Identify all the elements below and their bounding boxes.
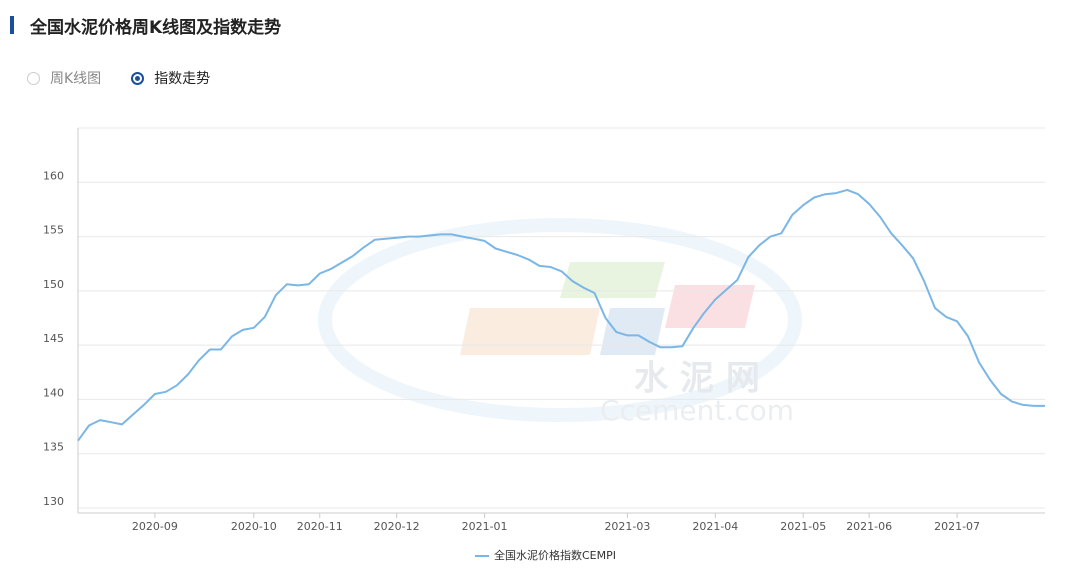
radio-button[interactable] <box>27 71 40 85</box>
header-accent <box>10 16 14 34</box>
y-tick-label: 140 <box>43 386 64 399</box>
tab-label[interactable]: 指数走势 <box>154 71 211 87</box>
radio-tab[interactable]: 指数走势 <box>131 68 210 88</box>
legend-label: 全国水泥价格指数CEMPI <box>494 548 616 562</box>
y-tick-label: 135 <box>43 441 64 454</box>
x-tick-label: 2021-04 <box>692 520 738 533</box>
tab-label[interactable]: 周K线图 <box>50 71 102 87</box>
watermark-name: 水 泥 网 <box>634 359 760 399</box>
x-tick-label: 2021-03 <box>604 520 650 533</box>
tab-group: 周K线图 指数走势 <box>27 68 210 88</box>
radio-tab[interactable]: 周K线图 <box>27 68 101 88</box>
x-tick-label: 2020-12 <box>374 520 420 533</box>
x-tick-label: 2021-06 <box>846 520 892 533</box>
y-tick-label: 150 <box>43 278 64 291</box>
x-tick-label: 2021-01 <box>462 520 508 533</box>
header-title: 全国水泥价格周K线图及指数走势 <box>30 18 282 38</box>
y-tick-label: 145 <box>43 332 64 345</box>
x-tick-label: 2020-11 <box>297 520 343 533</box>
x-tick-label: 2021-07 <box>934 520 980 533</box>
y-tick-label: 155 <box>43 224 64 237</box>
series-line <box>77 188 1045 442</box>
x-tick-label: 2020-09 <box>132 520 178 533</box>
y-tick-label: 130 <box>43 495 64 508</box>
watermark: 水 泥 网 Ccement.com <box>318 218 802 427</box>
radio-button[interactable] <box>131 71 145 85</box>
y-tick-label: 160 <box>43 169 64 182</box>
x-tick-label: 2020-10 <box>231 520 277 533</box>
x-tick-label: 2021-05 <box>780 520 826 533</box>
